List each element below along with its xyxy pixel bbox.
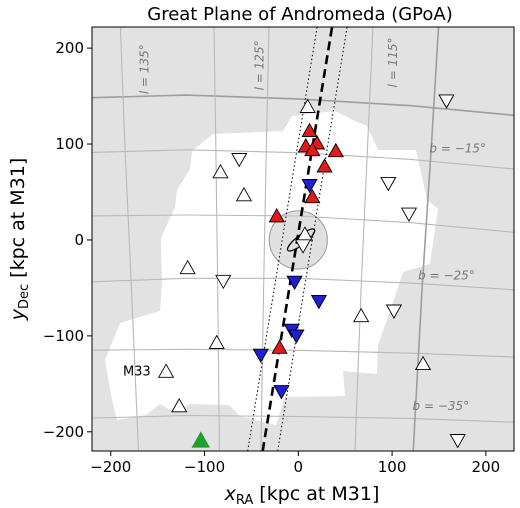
open-triangle-down-marker (231, 153, 248, 168)
galactic-grid (92, 27, 514, 451)
galactic-grid-line (92, 414, 514, 423)
open-triangle-down-marker (449, 434, 466, 449)
red-triangle-up-marker (271, 339, 288, 354)
blue-triangle-down-marker (310, 294, 328, 310)
red-triangle-up-marker (301, 122, 318, 137)
galactic-grid-label: b = −25° (418, 268, 475, 282)
x-tick-label: 0 (294, 458, 304, 476)
galactic-grid-label: l = 125° (253, 40, 267, 90)
open-triangle-up-marker (299, 98, 316, 113)
galactic-grid-line (412, 27, 440, 451)
survey-footprint (105, 111, 438, 425)
chart-title: Great Plane of Andromeda (GPoA) (147, 4, 452, 25)
galactic-grid-line (213, 27, 220, 451)
x-tick-label: −200 (90, 458, 131, 476)
y-tick-label: −200 (43, 423, 84, 441)
galactic-grid-line (92, 348, 514, 358)
open-triangle-down-marker (215, 274, 232, 290)
x-tick-label: −100 (184, 458, 225, 476)
x-tick-label: 200 (472, 458, 501, 476)
blue-triangle-down-marker (286, 275, 303, 291)
x-tick-label: 100 (378, 458, 407, 476)
red-triangle-up-marker (304, 141, 321, 157)
blue-triangle-down-marker (252, 348, 269, 364)
galactic-grid-label: b = −15° (429, 142, 486, 156)
green-triangle-up-marker (191, 431, 210, 448)
red-triangle-up-marker (304, 188, 321, 204)
red-triangle-up-marker (327, 142, 344, 158)
galactic-grid-line (119, 27, 140, 451)
satellite-markers (157, 94, 466, 449)
red-triangle-up-marker (268, 207, 285, 223)
galactic-labels: l = 135° l = 125° l = 115° b = −15° b = −25°… (137, 38, 486, 413)
annotation-label: M33 (123, 364, 151, 379)
y-tick-label: −100 (43, 327, 84, 345)
blue-triangle-down-marker (273, 385, 290, 400)
y-tick-label: 0 (74, 231, 84, 249)
y-axis-label-sub: Dec (17, 284, 32, 309)
open-triangle-down-marker (400, 207, 418, 223)
galactic-grid-label: l = 135° (137, 44, 151, 94)
y-tick-label: 200 (55, 39, 84, 57)
open-triangle-down-marker (294, 239, 312, 254)
open-triangle-up-marker (171, 397, 188, 413)
blue-triangle-down-marker (288, 329, 305, 344)
open-triangle-up-marker (208, 334, 225, 349)
galactic-grid-label: l = 115° (386, 38, 400, 88)
x-axis-label-rest: [kpc at M31] (253, 483, 379, 505)
plane-fit-line (261, 27, 334, 451)
galactic-grid-label: b = −35° (413, 399, 470, 413)
y-axis-label-rest: [kpc at M31] (7, 158, 29, 284)
x-axis-label: xRA [kpc at M31] (224, 483, 380, 508)
open-triangle-up-marker (157, 363, 175, 378)
open-triangle-down-marker (385, 304, 403, 319)
red-triangle-up-marker (316, 158, 333, 173)
open-triangle-up-marker (414, 355, 432, 371)
y-axis-label-main: y (7, 308, 29, 321)
blue-triangle-down-marker (301, 178, 318, 194)
y-axis-label: yDec [kpc at M31] (7, 158, 32, 322)
galactic-grid-line (354, 27, 374, 451)
galactic-grid-line (92, 94, 514, 117)
axis-ticks: −200 −100 0 100 200 −200 −100 0 100 200 (43, 39, 500, 476)
galactic-grid-line (260, 27, 270, 451)
y-tick-label: 100 (55, 135, 84, 153)
galactic-grid-line (92, 149, 514, 170)
annotations: M33 (123, 364, 151, 379)
x-axis-label-sub: RA (236, 493, 254, 508)
plot-frame (91, 26, 515, 452)
open-triangle-down-marker (438, 94, 455, 109)
open-triangle-up-marker (212, 163, 229, 179)
open-triangle-up-marker (179, 259, 196, 275)
open-triangle-up-marker (235, 186, 253, 202)
open-triangle-down-marker (380, 176, 397, 192)
x-axis-label-main: x (224, 483, 237, 505)
open-triangle-up-marker (353, 307, 370, 323)
